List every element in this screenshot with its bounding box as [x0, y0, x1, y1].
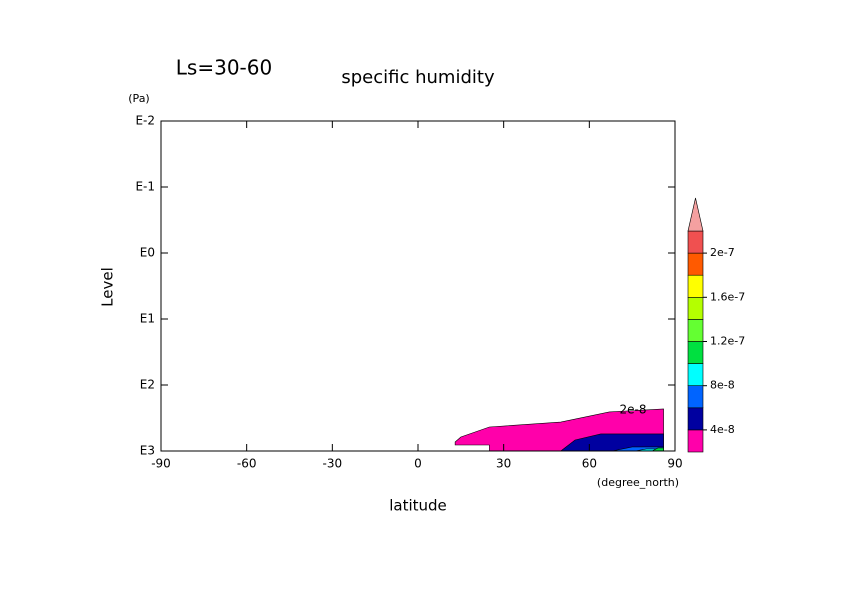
x-tick-label: 60 — [582, 457, 597, 471]
x-axis-label: latitude — [389, 497, 447, 515]
colorbar-label: 1.6e-7 — [710, 290, 745, 303]
colorbar-box — [687, 341, 704, 364]
y-tick-label: E3 — [140, 444, 155, 458]
colorbar-extend — [687, 197, 704, 232]
x-tick-label: -60 — [237, 457, 257, 471]
chart-title: specific humidity — [341, 67, 495, 88]
colorbar-box — [687, 429, 704, 453]
x-tick-label: 90 — [667, 457, 682, 471]
plot-area — [454, 408, 664, 451]
contour-region — [652, 447, 664, 451]
y-unit: (Pa) — [128, 92, 149, 105]
subtitle: Ls=30-60 — [176, 56, 272, 80]
colorbar-box — [687, 319, 704, 342]
contour-label: 2e-8 — [620, 403, 647, 417]
colorbar-box — [687, 230, 704, 254]
x-tick-label: 30 — [496, 457, 511, 471]
x-unit: (degree_north) — [597, 476, 679, 489]
y-axis-label: Level — [99, 267, 117, 307]
x-tick-label: -90 — [151, 457, 171, 471]
x-tick-label: -30 — [323, 457, 343, 471]
y-tick-label: E1 — [140, 312, 155, 326]
colorbar-label: 4e-8 — [710, 423, 735, 436]
y-tick-label: E0 — [140, 246, 155, 260]
y-tick-label: E2 — [140, 378, 155, 392]
y-tick-label: E-2 — [135, 114, 155, 128]
plot-frame — [160, 120, 676, 452]
y-tick-label: E-1 — [135, 180, 155, 194]
colorbar-box — [687, 274, 704, 298]
colorbar-box — [687, 363, 704, 387]
colorbar-label: 2e-7 — [710, 246, 735, 259]
colorbar-box — [687, 407, 704, 431]
colorbar-box — [687, 252, 704, 276]
colorbar-label: 1.2e-7 — [710, 335, 745, 348]
colorbar-box — [687, 296, 704, 320]
colorbar-label: 8e-8 — [710, 379, 735, 392]
colorbar-box — [687, 385, 704, 409]
x-tick-label: 0 — [414, 457, 422, 471]
